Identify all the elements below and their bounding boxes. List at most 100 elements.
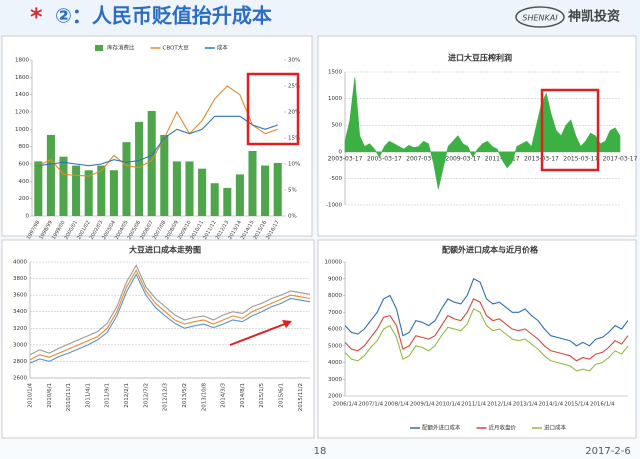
trend-arrow [229,321,291,346]
y-tick-label: 400 [19,179,30,185]
y-tick-label: 1600 [15,75,29,81]
y-tick-label: 4000 [13,260,27,266]
bar [59,156,68,216]
x-tick-label: 2006/1/4 [333,402,358,408]
logo-ring [515,6,565,28]
y2-tick-label: 25% [288,84,300,90]
x-tick-label: 2015/6/1 [279,383,285,408]
x-tick-label: 2010/1/4 [436,402,461,408]
y-tick-label: 1800 [15,58,29,64]
bar [97,165,106,216]
x-tick-label: 2012/2/1 [124,383,130,408]
x-tick-label: 2015/11/2 [298,383,304,411]
x-tick-label: 2014/8/1 [240,383,246,408]
y-tick-label: 200 [19,196,30,202]
x-tick-label: 2012/7/2 [143,383,149,408]
logo-text: 神凯投资 [568,9,620,25]
bar [122,142,131,216]
x-tick-label: 2009-03-17 [445,155,480,162]
x-tick-label: 2003-03-17 [328,155,363,162]
y-tick-label: 3200 [13,326,27,332]
bar [109,170,118,216]
line [38,115,278,167]
y-tick-label: 1500 [328,70,342,76]
panel [1,239,315,439]
y-tick-label: 500 [332,123,343,129]
bar [273,162,282,216]
y-tick-label: 7000 [328,310,342,316]
legend-label: 成本 [217,44,229,52]
y-tick-label: 1000 [15,127,29,133]
slide-title: ②：人民币贬值抬升成本 [55,4,272,28]
x-tick-label: 2011/1/4 [461,402,486,408]
bar [84,170,93,216]
legend-label: CBOT大豆 [163,44,190,52]
y-tick-label: 1400 [15,92,29,98]
bar [223,187,232,216]
x-tick-label: 2015-03-17 [563,155,598,162]
legend-label: 配额外进口成本 [422,424,461,432]
y-tick-label: 9000 [328,276,342,282]
x-tick-label: 2010/1/4 [28,383,34,408]
y-tick-label: 2600 [13,376,27,382]
y-tick-label: 4000 [328,360,342,366]
x-tick-label: 2014/1/4 [538,402,563,408]
title-marker: * [30,3,43,31]
x-tick-label: 2005-03-17 [367,155,402,162]
y-tick-label: 2800 [13,359,27,365]
y-tick-label: 3000 [328,377,342,383]
charts: 0 200 400 600 800 1000 1200 1400 1600 1800 0% 5% 10%… [13,44,638,432]
y-tick-label: -500 [330,176,343,182]
y2-tick-label: 0% [288,214,297,220]
y-tick-label: 0 [339,149,343,155]
bar [235,174,244,216]
x-tick-label: 2011/9/1 [105,383,111,408]
line [29,269,311,361]
bar [46,134,55,216]
legend-label: 近月收盘价 [489,424,517,432]
chart-title: 配额外进口成本与近月价格 [442,245,539,255]
chart-title: 大豆进口成本走势图 [129,245,201,255]
y-tick-label: 3800 [13,276,27,282]
x-tick-label: 2015/1/5 [259,383,265,408]
x-tick-label: 2008/1/4 [384,402,409,408]
x-tick-label: 2015/1/4 [564,402,589,408]
x-tick-label: 2011/4/1 [85,383,91,408]
bar [135,121,144,216]
bar [198,168,207,216]
y2-tick-label: 15% [288,136,300,142]
x-tick-label: 2013/5/2 [182,383,188,408]
line [344,308,629,372]
y-tick-label: 10000 [325,260,343,266]
bar [34,161,43,216]
line [29,264,311,356]
slide-date: 2017-2-6 [585,446,630,457]
y-tick-label: 6000 [328,327,342,333]
x-tick-label: 2007-03-17 [406,155,441,162]
area [344,77,621,190]
x-tick-label: 2009/1/4 [410,402,435,408]
y-tick-label: 8000 [328,293,342,299]
page-number: 18 [314,446,327,457]
highlight-box [540,88,600,172]
x-tick-label: 2017-03-17 [603,155,638,162]
legend-swatch [95,45,103,51]
x-tick-label: 2010/6/1 [47,383,53,408]
bar [172,161,181,216]
line [29,273,311,364]
chart-title: 进口大豆压榨利润 [448,53,512,63]
x-tick-label: 2013/1/4 [513,402,538,408]
highlight-box [246,72,300,146]
y2-tick-label: 5% [288,188,297,194]
bar [248,151,257,216]
y-tick-label: 1000 [328,96,342,102]
y-tick-label: 0 [26,214,30,220]
bar [210,183,219,216]
logo-mark: SHENKAI [522,14,558,23]
x-tick-label: 2012/1/4 [487,402,512,408]
bar [160,134,169,216]
x-tick-label: 2013/10/8 [201,383,207,412]
bar [185,161,194,216]
